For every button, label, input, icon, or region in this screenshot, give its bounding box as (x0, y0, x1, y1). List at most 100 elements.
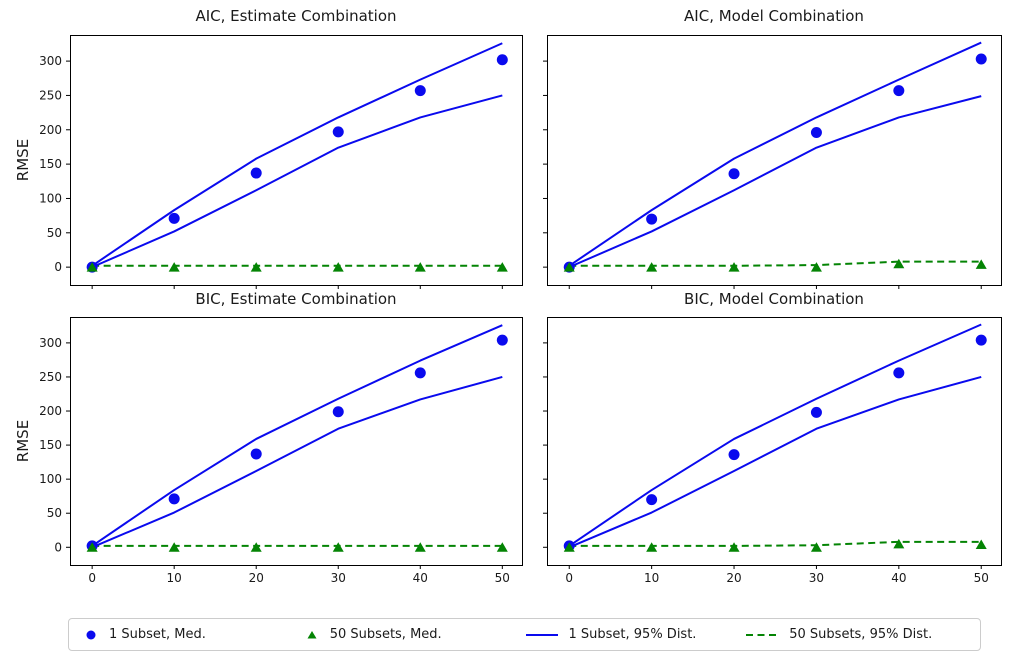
legend-label: 1 Subset, 95% Dist. (568, 627, 697, 642)
data-point-1-subset-med (250, 167, 262, 179)
data-point-50-subsets-med (975, 539, 987, 550)
data-point-50-subsets-med (414, 262, 426, 272)
legend-triangle-glyph (307, 630, 317, 638)
data-point-1-subset-med (332, 406, 344, 418)
legend-label: 50 Subsets, 95% Dist. (789, 627, 933, 642)
x-tick-label: 20 (249, 571, 264, 585)
y-tick-label: 300 (39, 336, 62, 350)
series-line-1-subset-95-dist-upper (568, 323, 982, 547)
plot-title-bic-model: BIC, Model Combination (684, 290, 864, 308)
data-point-1-subset-med (414, 85, 426, 97)
axis-frame (70, 317, 523, 566)
legend-item-subsets50-dist: 50 Subsets, 95% Dist. (745, 627, 966, 642)
legend-label: 1 Subset, Med. (109, 627, 206, 642)
data-point-1-subset-med (728, 168, 740, 180)
plot-title-aic-estimate: AIC, Estimate Combination (195, 7, 397, 25)
series-line-50-subsets-95-dist (569, 260, 982, 267)
data-point-50-subsets-med (332, 542, 344, 552)
data-point-50-subsets-med (250, 262, 262, 272)
data-point-1-subset-med (646, 494, 658, 506)
legend-item-subset1-dist: 1 Subset, 95% Dist. (525, 627, 746, 642)
y-tick-label: 150 (39, 438, 62, 452)
y-axis-label-bottom: RMSE (14, 419, 32, 463)
legend-label: 50 Subsets, Med. (329, 627, 442, 642)
y-tick-label: 0 (54, 540, 62, 554)
data-point-1-subset-med (496, 334, 508, 346)
data-point-1-subset-med (332, 126, 344, 138)
series-line-1-subset-95-dist-lower (91, 94, 503, 269)
x-tick-label: 50 (974, 571, 989, 585)
series-line-1-subset-95-dist-upper (568, 41, 982, 267)
data-point-1-subset-med (496, 54, 508, 66)
legend-circle-glyph (86, 630, 96, 639)
data-point-50-subsets-med (810, 542, 822, 552)
y-tick-label: 50 (47, 506, 62, 520)
data-point-50-subsets-med (563, 542, 575, 552)
y-tick-label: 100 (39, 191, 62, 205)
series-line-1-subset-95-dist-upper (91, 324, 503, 547)
x-tick-label: 30 (809, 571, 824, 585)
y-tick-label: 150 (39, 157, 62, 171)
axis-frame (547, 317, 1002, 566)
subplot-bottom-left: 0 10 20 30 40 50 0 50 100 150 200 250 300 (39, 317, 523, 585)
series-line-50-subsets-95-dist (569, 540, 982, 547)
data-point-1-subset-med (975, 53, 987, 65)
x-tick-label: 40 (413, 571, 428, 585)
data-point-50-subsets-med (496, 262, 508, 272)
legend-item-subsets50-median: 50 Subsets, Med. (304, 627, 525, 642)
data-point-50-subsets-med (975, 259, 987, 269)
subplot-top-right (543, 35, 1002, 289)
axis-frame (547, 35, 1002, 286)
data-point-1-subset-med (728, 449, 740, 461)
triangle-marker-icon (307, 630, 317, 638)
y-tick-label: 200 (39, 404, 62, 418)
circle-marker-icon (86, 630, 96, 639)
legend-item-subset1-median: 1 Subset, Med. (83, 627, 304, 642)
data-point-1-subset-med (414, 367, 426, 379)
data-point-1-subset-med (893, 367, 905, 379)
series-line-1-subset-95-dist-lower (568, 95, 982, 269)
plot-title-aic-model: AIC, Model Combination (684, 7, 864, 25)
data-point-1-subset-med (168, 212, 180, 224)
data-point-50-subsets-med (728, 262, 740, 272)
data-point-1-subset-med (893, 85, 905, 97)
y-tick-label: 100 (39, 472, 62, 486)
x-tick-label: 0 (88, 571, 96, 585)
data-point-1-subset-med (646, 213, 658, 225)
solid-line-icon (525, 633, 558, 636)
data-point-50-subsets-med (414, 542, 426, 552)
subplot-bottom-right: 0 10 20 30 40 50 (543, 317, 1002, 585)
data-point-50-subsets-med (86, 262, 98, 272)
data-point-50-subsets-med (646, 542, 658, 552)
x-tick-label: 50 (495, 571, 510, 585)
data-point-50-subsets-med (168, 542, 180, 552)
data-point-50-subsets-med (563, 262, 575, 272)
data-point-50-subsets-med (250, 542, 262, 552)
data-point-50-subsets-med (86, 542, 98, 552)
dashed-line-icon (746, 633, 779, 636)
series-line-1-subset-95-dist-lower (91, 375, 503, 549)
data-point-50-subsets-med (728, 542, 740, 552)
axis-frame (70, 35, 523, 286)
y-tick-label: 200 (39, 123, 62, 137)
x-tick-label: 0 (565, 571, 573, 585)
series-line-1-subset-95-dist-upper (91, 42, 503, 267)
data-point-1-subset-med (975, 334, 987, 346)
y-tick-label: 250 (39, 88, 62, 102)
data-point-1-subset-med (250, 448, 262, 460)
x-tick-label: 10 (644, 571, 659, 585)
plot-title-bic-estimate: BIC, Estimate Combination (195, 290, 397, 308)
data-point-1-subset-med (810, 127, 822, 139)
y-axis-label-top: RMSE (14, 138, 32, 182)
data-point-50-subsets-med (893, 538, 905, 549)
y-tick-label: 300 (39, 54, 62, 68)
plot-canvas: 0 50 100 150 200 250 300 0 10 20 30 40 50 0 50 100 150 20… (39, 35, 1002, 585)
series-line-1-subset-95-dist-lower (568, 375, 982, 549)
data-point-50-subsets-med (810, 262, 822, 272)
x-tick-label: 20 (726, 571, 741, 585)
data-point-50-subsets-med (168, 262, 180, 272)
data-point-50-subsets-med (893, 258, 905, 269)
x-tick-label: 40 (891, 571, 906, 585)
data-point-50-subsets-med (332, 262, 344, 272)
